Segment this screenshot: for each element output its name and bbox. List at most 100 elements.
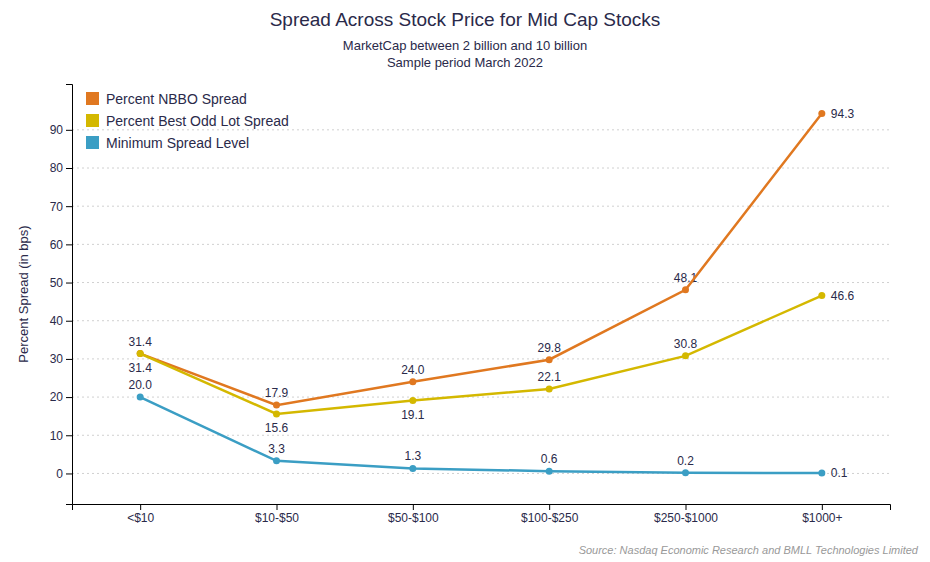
point: [409, 397, 416, 404]
data-label: 15.6: [265, 421, 289, 435]
tick: $100-$250: [521, 504, 579, 525]
tick-mark: [66, 321, 72, 322]
data-label: 94.3: [831, 107, 855, 121]
point: [273, 410, 280, 417]
tick: 0: [56, 467, 72, 481]
chart: Spread Across Stock Price for Mid Cap St…: [0, 0, 930, 562]
data-label: 30.8: [674, 337, 698, 351]
tick: $1000+: [802, 504, 842, 525]
title: Spread Across Stock Price for Mid Cap St…: [270, 9, 661, 30]
data-label: 24.0: [401, 363, 425, 377]
legend-item: Percent Best Odd Lot Spread: [86, 113, 289, 129]
data-label: 29.8: [537, 341, 561, 355]
legend-item: Minimum Spread Level: [86, 135, 249, 151]
tick: 30: [50, 352, 72, 366]
point: [273, 457, 280, 464]
plot: 0 10 20 30 40 50 60 70 80 90 <$10 $10-$50 $50-$100 $1…: [16, 85, 891, 525]
subtitle: MarketCap between 2 billion and 10 billi…: [343, 38, 587, 53]
tick: 70: [50, 200, 72, 214]
series-line: [140, 397, 822, 473]
data-label: 3.3: [268, 442, 285, 456]
grid-line: [72, 358, 890, 359]
y-axis: 0 10 20 30 40 50 60 70 80 90: [50, 85, 73, 505]
data-label: 46.6: [831, 289, 855, 303]
subtitle: Sample period March 2022: [387, 55, 543, 70]
tick-label: 50: [50, 276, 64, 290]
point: [546, 468, 553, 475]
tick-label: 80: [50, 161, 64, 175]
grid-line: [72, 435, 890, 436]
point: [137, 350, 144, 357]
tick: $50-$100: [388, 504, 439, 525]
tick-mark: [66, 283, 72, 284]
tick-mark: [140, 504, 141, 510]
legend-swatch: [86, 92, 99, 105]
data-label: 22.1: [537, 370, 561, 384]
series-line: [140, 296, 822, 414]
tick-label: 10: [50, 429, 64, 443]
tick: $10-$50: [255, 504, 299, 525]
data-label: 19.1: [401, 408, 425, 422]
tick-label: $1000+: [802, 511, 842, 525]
data-label: 17.9: [265, 386, 289, 400]
tick: 50: [50, 276, 72, 290]
tick-mark: [66, 397, 72, 398]
tick-mark: [66, 435, 72, 436]
tick-mark: [66, 130, 72, 131]
tick: 80: [50, 161, 72, 175]
x-axis: <$10 $10-$50 $50-$100 $100-$250 $250-$1000 $1…: [73, 504, 891, 525]
tick-label: 70: [50, 200, 64, 214]
grid-line: [72, 244, 890, 245]
tick-label: $250-$1000: [654, 511, 718, 525]
data-label: 0.2: [677, 454, 694, 468]
legend-label: Percent NBBO Spread: [106, 91, 247, 107]
tick-mark: [277, 504, 278, 510]
tick-mark: [686, 504, 687, 510]
tick-mark: [66, 359, 72, 360]
legend-item: Percent NBBO Spread: [86, 91, 247, 107]
tick-mark: [66, 473, 72, 474]
point: [273, 402, 280, 409]
tick: 90: [50, 123, 72, 137]
grid-line: [72, 206, 890, 207]
grid-line: [72, 397, 890, 398]
tick-label: 60: [50, 238, 64, 252]
data-label: 0.1: [831, 466, 848, 480]
legend-swatch: [86, 114, 99, 127]
point: [409, 378, 416, 385]
tick-label: $10-$50: [255, 511, 299, 525]
tick-mark: [66, 168, 72, 169]
tick-mark: [822, 504, 823, 510]
series-line: [140, 113, 822, 405]
point: [818, 470, 825, 477]
tick-label: 90: [50, 123, 64, 137]
tick-label: 20: [50, 390, 64, 404]
tick-label: 0: [56, 467, 63, 481]
tick-label: $50-$100: [388, 511, 439, 525]
point: [818, 110, 825, 117]
data-label: 1.3: [404, 449, 421, 463]
tick-label: 40: [50, 314, 64, 328]
tick-mark: [66, 244, 72, 245]
point: [682, 352, 689, 359]
point: [546, 356, 553, 363]
tick-mark: [549, 504, 550, 510]
data-label: 20.0: [128, 378, 152, 392]
tick-mark: [66, 206, 72, 207]
point: [818, 292, 825, 299]
tick-label: $100-$250: [521, 511, 579, 525]
grid-line: [72, 282, 890, 283]
data-label: 31.4: [128, 335, 152, 349]
data-label: 31.4: [128, 361, 152, 375]
legend-label: Minimum Spread Level: [106, 135, 249, 151]
tick: 10: [50, 429, 72, 443]
grid-line: [72, 129, 890, 130]
grid-line: [72, 168, 890, 169]
data-label: 0.6: [541, 452, 558, 466]
tick-label: 30: [50, 352, 64, 366]
tick: <$10: [127, 504, 154, 525]
axis-line: [66, 85, 73, 505]
y-axis-title: Percent Spread (in bps): [16, 225, 31, 362]
tick-mark: [413, 504, 414, 510]
point: [137, 394, 144, 401]
